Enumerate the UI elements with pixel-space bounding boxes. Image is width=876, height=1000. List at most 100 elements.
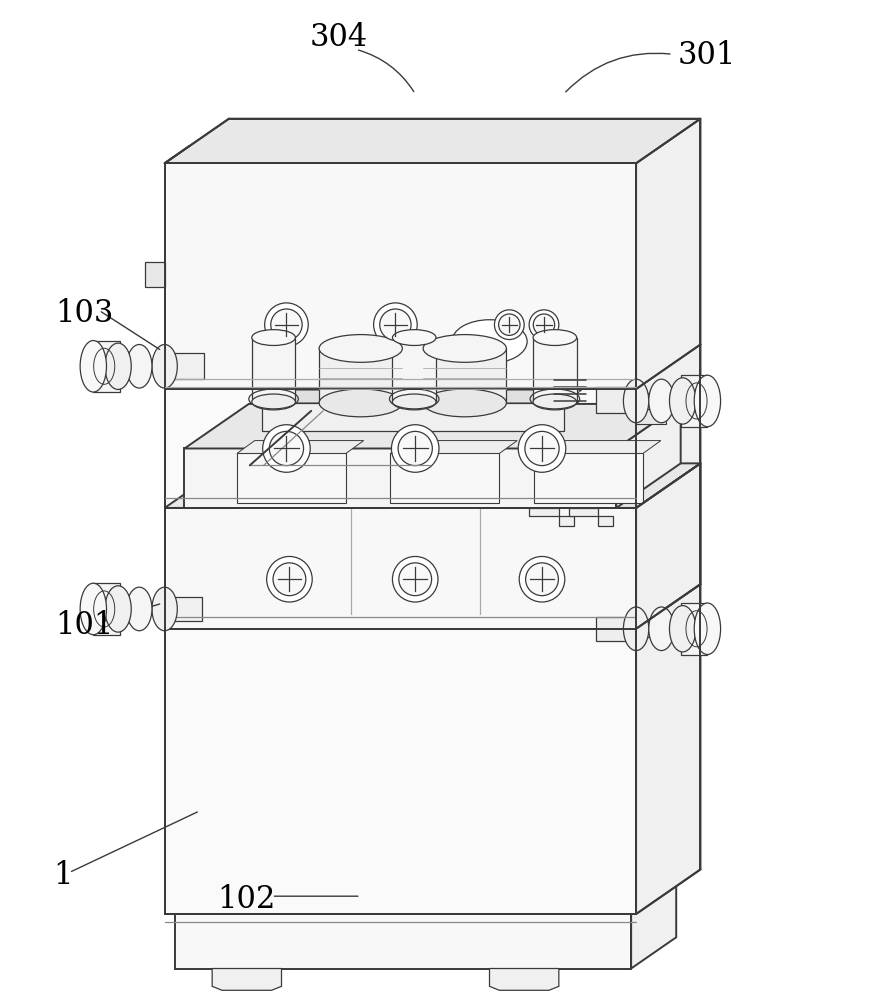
Polygon shape	[174, 914, 631, 969]
Ellipse shape	[127, 344, 152, 388]
Polygon shape	[165, 508, 636, 629]
Ellipse shape	[392, 556, 438, 602]
Ellipse shape	[263, 425, 310, 472]
Bar	[251, 338, 295, 402]
Ellipse shape	[273, 563, 306, 596]
Ellipse shape	[669, 606, 696, 652]
Ellipse shape	[105, 343, 131, 389]
Text: 102: 102	[217, 884, 275, 915]
Bar	[597, 617, 634, 641]
Bar	[646, 393, 696, 409]
Ellipse shape	[695, 375, 721, 427]
Polygon shape	[165, 508, 636, 914]
Text: 304: 304	[309, 22, 367, 53]
Ellipse shape	[80, 341, 107, 392]
Ellipse shape	[379, 309, 411, 340]
Polygon shape	[534, 441, 661, 453]
Bar	[392, 338, 436, 402]
Ellipse shape	[152, 344, 177, 388]
Ellipse shape	[127, 587, 152, 631]
FancyArrowPatch shape	[566, 53, 670, 92]
Bar	[681, 375, 708, 427]
Bar	[94, 341, 120, 392]
Polygon shape	[165, 163, 636, 508]
FancyArrowPatch shape	[358, 50, 413, 92]
Polygon shape	[237, 441, 364, 453]
Ellipse shape	[392, 425, 439, 472]
Ellipse shape	[624, 607, 649, 651]
Bar	[319, 348, 402, 403]
Text: 1: 1	[53, 860, 74, 891]
Ellipse shape	[271, 309, 302, 340]
Ellipse shape	[392, 330, 436, 345]
Ellipse shape	[152, 587, 177, 631]
Ellipse shape	[105, 586, 131, 632]
Ellipse shape	[533, 394, 576, 410]
Ellipse shape	[498, 314, 520, 335]
Polygon shape	[391, 441, 517, 453]
Ellipse shape	[398, 431, 433, 466]
Polygon shape	[636, 463, 701, 629]
Bar	[94, 601, 143, 617]
Bar	[94, 583, 120, 635]
Text: 101: 101	[56, 610, 114, 641]
Bar	[533, 338, 576, 402]
Ellipse shape	[392, 394, 436, 410]
Polygon shape	[617, 404, 681, 508]
Bar	[94, 358, 143, 374]
Ellipse shape	[695, 603, 721, 655]
Bar	[681, 603, 708, 655]
Polygon shape	[262, 390, 582, 403]
Text: 103: 103	[56, 298, 114, 329]
Ellipse shape	[80, 583, 107, 635]
Polygon shape	[636, 409, 666, 424]
Polygon shape	[490, 969, 559, 990]
Ellipse shape	[533, 330, 576, 345]
Polygon shape	[165, 119, 701, 163]
Polygon shape	[212, 969, 281, 990]
Polygon shape	[165, 163, 636, 389]
Polygon shape	[185, 404, 681, 448]
Ellipse shape	[266, 556, 312, 602]
Ellipse shape	[525, 431, 559, 466]
Ellipse shape	[269, 431, 304, 466]
Bar	[423, 348, 506, 403]
Polygon shape	[529, 508, 574, 526]
Ellipse shape	[319, 335, 402, 362]
Ellipse shape	[374, 303, 417, 346]
Ellipse shape	[649, 379, 675, 423]
Polygon shape	[391, 453, 499, 503]
Polygon shape	[237, 453, 346, 503]
Bar	[646, 621, 696, 637]
Bar	[597, 387, 636, 413]
Bar	[165, 353, 204, 379]
Ellipse shape	[649, 607, 675, 651]
Ellipse shape	[319, 389, 402, 417]
Text: 301: 301	[678, 40, 736, 71]
Ellipse shape	[265, 303, 308, 346]
Polygon shape	[262, 403, 564, 431]
Bar	[165, 597, 202, 621]
Ellipse shape	[519, 556, 565, 602]
Polygon shape	[145, 262, 165, 287]
Ellipse shape	[519, 425, 566, 472]
Ellipse shape	[423, 389, 506, 417]
Ellipse shape	[526, 563, 558, 596]
Polygon shape	[534, 453, 643, 503]
Polygon shape	[636, 119, 701, 508]
Ellipse shape	[624, 379, 649, 423]
Ellipse shape	[251, 330, 295, 345]
Polygon shape	[185, 448, 617, 508]
Ellipse shape	[529, 310, 559, 340]
Ellipse shape	[423, 335, 506, 362]
Ellipse shape	[533, 314, 555, 335]
Ellipse shape	[452, 320, 527, 363]
Ellipse shape	[494, 310, 524, 340]
Ellipse shape	[399, 563, 432, 596]
Polygon shape	[165, 463, 701, 508]
Polygon shape	[631, 883, 676, 969]
Polygon shape	[636, 463, 701, 914]
Ellipse shape	[251, 394, 295, 410]
Ellipse shape	[669, 378, 696, 424]
Polygon shape	[569, 508, 613, 526]
